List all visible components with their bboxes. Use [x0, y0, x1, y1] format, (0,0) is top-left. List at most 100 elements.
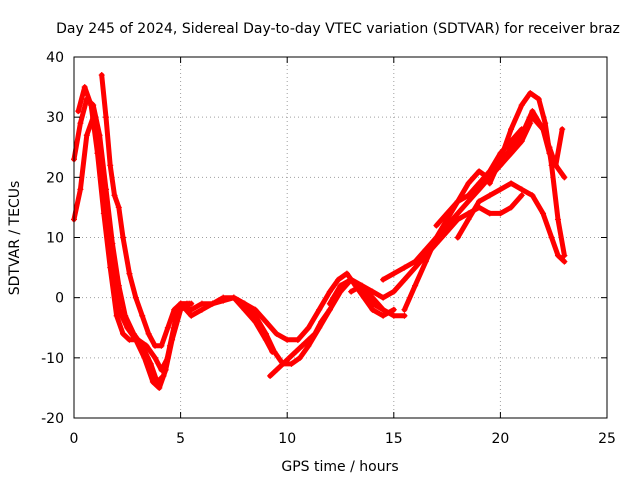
- data-point-marker: [220, 294, 227, 301]
- data-point-marker: [171, 324, 178, 331]
- data-point-marker: [518, 186, 525, 193]
- x-axis-ticks: 0 5 10 15 20 25: [70, 57, 616, 447]
- satellite-track-18: [518, 108, 566, 169]
- data-point-marker: [401, 306, 408, 313]
- data-point-marker: [380, 276, 387, 283]
- satellite-track-4-line: [99, 72, 194, 349]
- data-point-marker: [561, 258, 568, 265]
- data-point-marker: [518, 132, 525, 139]
- data-point-marker: [299, 342, 306, 349]
- data-point-marker: [188, 300, 195, 307]
- data-point-marker: [486, 192, 493, 199]
- satellite-track-8: [267, 276, 387, 379]
- satellite-track-15-line: [455, 180, 567, 265]
- data-point-marker: [318, 318, 325, 325]
- data-point-marker: [152, 354, 159, 361]
- x-tick-label: 25: [598, 431, 616, 447]
- data-point-marker: [262, 330, 269, 337]
- data-point-marker: [380, 294, 387, 301]
- data-point-marker: [422, 246, 429, 253]
- data-point-marker: [145, 330, 152, 337]
- data-point-marker: [508, 204, 515, 211]
- data-point-marker: [164, 324, 171, 331]
- data-point-marker: [286, 354, 293, 361]
- data-point-marker: [177, 300, 184, 307]
- satellite-track-6-line: [178, 295, 275, 355]
- data-point-marker: [548, 234, 555, 241]
- data-point-marker: [497, 186, 504, 193]
- data-point-marker: [540, 210, 547, 217]
- y-tick-label: -10: [41, 351, 64, 367]
- data-point-marker: [486, 168, 493, 175]
- y-tick-label: -20: [41, 411, 64, 427]
- y-tick-label: 30: [46, 110, 64, 126]
- data-point-marker: [518, 102, 525, 109]
- y-axis-label: SDTVAR / TECUs: [7, 181, 23, 296]
- data-point-marker: [113, 312, 120, 319]
- data-point-marker: [230, 294, 237, 301]
- data-point-marker: [380, 306, 387, 313]
- data-point-marker: [326, 306, 333, 313]
- data-point-marker: [497, 210, 504, 217]
- x-tick-label: 0: [70, 431, 79, 447]
- data-point-marker: [546, 150, 553, 157]
- data-point-marker: [401, 264, 408, 271]
- data-point-marker: [305, 342, 312, 349]
- data-point-marker: [527, 90, 534, 97]
- data-point-marker: [444, 216, 451, 223]
- data-point-marker: [348, 288, 355, 295]
- data-point-marker: [369, 306, 376, 313]
- data-point-marker: [390, 288, 397, 295]
- data-point-marker: [273, 330, 280, 337]
- data-point-marker: [369, 288, 376, 295]
- data-point-marker: [422, 258, 429, 265]
- data-point-marker: [358, 282, 365, 289]
- satellite-track-3: [75, 84, 184, 373]
- data-point-marker: [561, 252, 568, 259]
- data-point-marker: [390, 306, 397, 313]
- data-point-marker: [311, 330, 318, 337]
- data-point-marker: [316, 306, 323, 313]
- data-point-marker: [508, 126, 515, 133]
- satellite-track-18-line: [519, 108, 565, 168]
- data-point-marker: [115, 204, 122, 211]
- data-point-marker: [120, 330, 127, 337]
- data-point-marker: [100, 210, 107, 217]
- data-point-marker: [412, 282, 419, 289]
- data-point-marker: [518, 192, 525, 199]
- data-point-marker: [98, 72, 105, 79]
- data-point-marker: [508, 180, 515, 187]
- data-point-marker: [209, 300, 216, 307]
- data-point-marker: [124, 324, 131, 331]
- satellite-track-11: [348, 192, 525, 301]
- data-point-marker: [476, 180, 483, 187]
- satellite-track-10-line: [327, 277, 407, 319]
- data-point-marker: [465, 180, 472, 187]
- data-point-marker: [326, 288, 333, 295]
- data-point-marker: [141, 354, 148, 361]
- x-tick-label: 5: [176, 431, 185, 447]
- data-point-marker: [508, 144, 515, 151]
- data-point-marker: [120, 234, 127, 241]
- data-point-marker: [77, 120, 84, 127]
- data-point-marker: [305, 336, 312, 343]
- data-point-marker: [454, 198, 461, 205]
- data-point-marker: [465, 198, 472, 205]
- data-point-marker: [102, 114, 109, 121]
- data-point-marker: [552, 162, 559, 169]
- data-point-marker: [262, 318, 269, 325]
- data-point-marker: [94, 150, 101, 157]
- data-point-marker: [343, 270, 350, 277]
- data-point-marker: [292, 348, 299, 355]
- data-point-marker: [171, 306, 178, 313]
- data-point-marker: [164, 354, 171, 361]
- data-point-marker: [139, 312, 146, 319]
- satellite-track-3-line: [75, 84, 184, 373]
- data-point-marker: [132, 294, 139, 301]
- x-tick-label: 10: [278, 431, 296, 447]
- y-tick-label: 10: [46, 231, 64, 247]
- data-point-marker: [433, 234, 440, 241]
- data-point-marker: [81, 84, 88, 91]
- plot-frame: [73, 56, 608, 419]
